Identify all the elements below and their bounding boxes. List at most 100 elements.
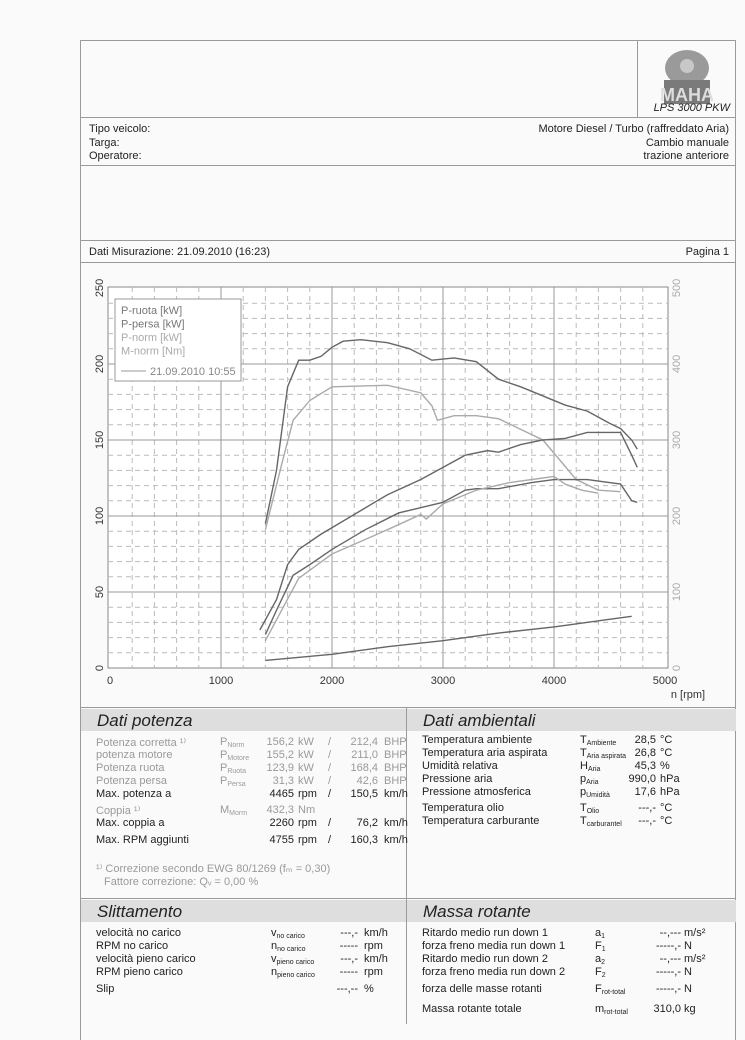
row-unit: kW [298, 736, 314, 748]
y-tick-label-right: 300 [671, 431, 683, 449]
row-unit: % [364, 983, 374, 995]
row-symbol: HAria [580, 760, 600, 773]
symbol-subscript: Ambiente [586, 740, 617, 747]
symbol-main: F [595, 940, 602, 952]
row-value: 310,0 [653, 1003, 681, 1015]
label-tipo-veicolo: Tipo veicolo: [89, 123, 151, 135]
row-label: potenza motore [96, 749, 173, 761]
row-symbol: pAria [580, 773, 599, 786]
symbol-subscript: Ruota [227, 768, 247, 775]
row-value: ---,-- [336, 983, 358, 995]
row-symbol: PRuota [220, 762, 246, 775]
section-title-power: Dati potenza [81, 709, 406, 731]
row-label: velocità no carico [96, 927, 181, 939]
row-unit: kW [298, 762, 314, 774]
legend-entry: M-norm [Nm] [121, 346, 185, 358]
maha-logo-icon: MAHA [660, 50, 714, 105]
series-line-p-ruota [264, 478, 638, 635]
x-axis-label: n [rpm] [671, 689, 705, 701]
row-unit: rpm [364, 966, 383, 978]
symbol-main: v [271, 953, 277, 965]
symbol-subscript: Motore [227, 755, 250, 762]
row-value-2: 76,2 [356, 817, 378, 829]
symbol-main: H [580, 760, 588, 772]
row-unit: km/h [364, 953, 388, 965]
row-label: Slip [96, 983, 115, 995]
row-value: ---,- [638, 815, 656, 827]
row-unit: hPa [660, 773, 680, 785]
vehicle-labels: Tipo veicolo: Targa: Operatore: [89, 123, 150, 164]
correction-note: ¹⁾ Correzione secondo EWG 80/1269 (fₘ = … [96, 863, 331, 875]
divider [80, 165, 736, 166]
power-torque-chart: 0 1000 2000 3000 4000 5000 0 50 100 150 200 250 0 100… [94, 279, 705, 701]
row-value: ---,- [638, 802, 656, 814]
symbol-subscript: Olio [586, 808, 600, 815]
row-unit-2: BHP [384, 749, 407, 761]
y-tick-label-left: 0 [94, 665, 106, 671]
row-value: 4465 [269, 788, 294, 800]
y-tick-label-right: 0 [671, 665, 683, 671]
row-label: RPM pieno carico [96, 966, 183, 978]
row-symbol: a2 [595, 953, 605, 966]
row-label: forza freno media run down 1 [422, 940, 566, 952]
row-value: 26,8 [634, 747, 656, 759]
chart-legend: P-ruota [kW] P-persa [kW]P-norm [kW] M-nor… [114, 298, 242, 382]
row-label: velocità pieno carico [96, 953, 196, 965]
symbol-subscript: pieno carico [276, 959, 315, 966]
x-tick-label: 0 [107, 675, 113, 687]
row-unit: kg [684, 1003, 696, 1015]
row-unit: m/s² [684, 927, 706, 939]
measurement-date: Dati Misurazione: 21.09.2010 (16:23) [89, 246, 270, 258]
row-unit: hPa [660, 786, 680, 798]
row-label: Potenza corretta ¹⁾ [96, 737, 187, 749]
row-label: Temperatura carburante [422, 815, 540, 827]
row-label: Max. RPM aggiunti [96, 834, 189, 846]
legend-run: 21.09.2010 10:55 [150, 366, 236, 378]
series-line-series-1 [264, 384, 621, 530]
row-label: Pressione aria [422, 773, 493, 785]
symbol-subscript: 1 [601, 946, 606, 953]
row-unit: rpm [298, 788, 317, 800]
row-value: 123,9 [266, 762, 294, 774]
symbol-main: v [271, 927, 277, 939]
symbol-main: T [580, 747, 587, 759]
section-title-ambient: Dati ambientali [407, 709, 736, 731]
symbol-subscript: rot-total [604, 1009, 628, 1016]
row-symbol: TOlio [580, 802, 599, 815]
y-tick-label-left: 100 [94, 507, 106, 525]
section-title-mass: Massa rotante [407, 900, 736, 922]
row-symbol: mrot-total [595, 1003, 628, 1016]
symbol-main: P [220, 762, 228, 774]
symbol-main: M [220, 804, 230, 816]
symbol-main: n [271, 966, 278, 978]
row-separator: / [328, 817, 332, 829]
row-value: 17,6 [634, 786, 656, 798]
row-label: Potenza ruota [96, 762, 165, 774]
row-label: Umidità relativa [422, 760, 498, 772]
symbol-main: a [595, 927, 602, 939]
row-unit-2: BHP [384, 736, 407, 748]
row-symbol: F2 [595, 966, 606, 979]
row-label: Max. coppia a [96, 817, 165, 829]
row-value: 990,0 [628, 773, 656, 785]
row-unit: °C [660, 802, 673, 814]
row-symbol: npieno carico [271, 966, 315, 979]
symbol-subscript: Aria [586, 779, 599, 786]
row-symbol: F1 [595, 940, 606, 953]
row-unit: °C [660, 734, 673, 746]
row-symbol: PNorm [220, 736, 244, 749]
symbol-subscript: Aria [587, 766, 601, 773]
row-value-2: 212,4 [350, 736, 378, 748]
drive-type: trazione anteriore [643, 150, 729, 162]
row-separator: / [328, 736, 332, 748]
symbol-main: n [271, 940, 278, 952]
vehicle-details: Motore Diesel / Turbo (raffreddato Aria)… [538, 123, 729, 164]
row-unit: kW [298, 775, 314, 787]
series-line-p-norm [259, 431, 638, 631]
symbol-main: F [595, 983, 602, 995]
row-unit-2: km/h [384, 788, 408, 800]
row-unit: N [684, 983, 692, 995]
divider [80, 898, 736, 899]
correction-factor: Fattore correzione: Qᵥ = 0,00 % [104, 876, 259, 888]
row-unit: km/h [364, 927, 388, 939]
